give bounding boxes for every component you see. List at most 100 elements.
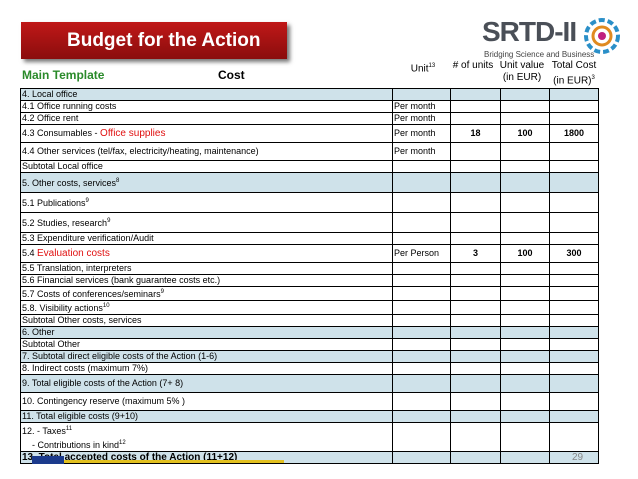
row-label: 4.2 Office rent <box>20 112 393 125</box>
num-units-cell <box>450 326 501 339</box>
eu-flag <box>32 456 64 464</box>
table-row: Subtotal Other <box>20 338 599 351</box>
row-label: 5.1 Publications9 <box>20 192 393 213</box>
unit-value-cell <box>500 172 550 193</box>
num-units-cell <box>450 374 501 393</box>
num-units-cell <box>450 392 501 411</box>
unit-value-cell <box>500 392 550 411</box>
unit-cell <box>392 172 451 193</box>
srtd-logo: SRTD-II Bridging Science and Business <box>482 14 628 70</box>
unit-value-cell <box>500 300 550 315</box>
unit-cell <box>392 326 451 339</box>
row-label: 5.5 Translation, interpreters <box>20 262 393 275</box>
table-row: 5.4 Evaluation costs Per Person 3 100 300 <box>20 244 599 263</box>
row-label: 5. Other costs, services8 <box>20 172 393 193</box>
total-cost-cell <box>549 192 599 213</box>
num-units-cell <box>450 286 501 301</box>
num-units-cell <box>450 88 501 101</box>
unit-cell <box>392 374 451 393</box>
unit-cell <box>392 422 451 452</box>
table-row: Subtotal Other costs, services <box>20 314 599 327</box>
unit-value-cell <box>500 232 550 245</box>
unit-value-cell <box>500 374 550 393</box>
num-units-cell <box>450 100 501 113</box>
unit-value-cell <box>500 88 550 101</box>
unit-cell <box>392 192 451 213</box>
table-row: 8. Indirect costs (maximum 7%) <box>20 362 599 375</box>
num-units-cell <box>450 300 501 315</box>
row-label: 6. Other <box>20 326 393 339</box>
table-row: 11. Total eligible costs (9+10) <box>20 410 599 423</box>
row-label: 12. - Taxes11 - Contributions in kind12 <box>20 422 393 452</box>
unit-cell <box>392 362 451 375</box>
row-label: Subtotal Other costs, services <box>20 314 393 327</box>
row-label: 5.2 Studies, research9 <box>20 212 393 233</box>
total-cost-cell: 1800 <box>549 124 599 143</box>
num-units-cell <box>450 350 501 363</box>
row-label: 10. Contingency reserve (maximum 5% ) <box>20 392 393 411</box>
unit-cell <box>392 274 451 287</box>
unit-cell <box>392 262 451 275</box>
unit-cell <box>392 232 451 245</box>
num-units-cell: 3 <box>450 244 501 263</box>
unit-cell: Per month <box>392 142 451 161</box>
unit-value-cell <box>500 338 550 351</box>
unit-header: Unit13 <box>410 63 436 75</box>
table-row: 4.1 Office running costs Per month <box>20 100 599 113</box>
row-label: Subtotal Other <box>20 338 393 351</box>
row-label: Subtotal Local office <box>20 160 393 173</box>
total-cost-cell: 300 <box>549 244 599 263</box>
row-label: 9. Total eligible costs of the Action (7… <box>20 374 393 393</box>
total-cost-header: Total Cost (in EUR)3 <box>551 60 597 87</box>
total-cost-cell <box>549 374 599 393</box>
table-row: 5.6 Financial services (bank guarantee c… <box>20 274 599 287</box>
footer-bar <box>64 460 284 463</box>
table-row: 5.2 Studies, research9 <box>20 212 599 233</box>
unit-value-cell <box>500 422 550 452</box>
total-cost-cell <box>549 300 599 315</box>
table-row: 10. Contingency reserve (maximum 5% ) <box>20 392 599 411</box>
num-units-cell <box>450 362 501 375</box>
table-row: 4. Local office <box>20 88 599 101</box>
total-cost-cell <box>549 112 599 125</box>
num-units-cell <box>450 338 501 351</box>
slide-title: Budget for the Action <box>21 22 287 59</box>
cost-label: Cost <box>218 68 245 82</box>
num-units-cell <box>450 192 501 213</box>
main-template-label: Main Template <box>22 68 105 82</box>
unit-value-cell <box>500 262 550 275</box>
row-label: 7. Subtotal direct eligible costs of the… <box>20 350 393 363</box>
unit-value-cell <box>500 142 550 161</box>
unit-cell <box>392 314 451 327</box>
unit-value-cell: 100 <box>500 124 550 143</box>
unit-value-cell <box>500 410 550 423</box>
total-cost-cell <box>549 262 599 275</box>
row-label: 5.3 Expenditure verification/Audit <box>20 232 393 245</box>
unit-value-cell <box>500 160 550 173</box>
num-units-cell <box>450 410 501 423</box>
total-cost-cell <box>549 410 599 423</box>
num-units-cell <box>450 451 501 464</box>
total-cost-cell <box>549 274 599 287</box>
unit-cell: Per month <box>392 112 451 125</box>
page-number: 29 <box>572 452 584 463</box>
row-label: 4.4 Other services (tel/fax, electricity… <box>20 142 393 161</box>
table-row: 9. Total eligible costs of the Action (7… <box>20 374 599 393</box>
logo-tagline: Bridging Science and Business <box>484 50 595 59</box>
table-row: 6. Other <box>20 326 599 339</box>
row-label: 11. Total eligible costs (9+10) <box>20 410 393 423</box>
unit-value-cell <box>500 286 550 301</box>
table-row: Subtotal Local office <box>20 160 599 173</box>
table-row: 4.4 Other services (tel/fax, electricity… <box>20 142 599 161</box>
num-units-cell <box>450 212 501 233</box>
unit-value-cell <box>500 314 550 327</box>
total-cost-cell <box>549 232 599 245</box>
row-label: 5.4 Evaluation costs <box>20 244 393 263</box>
unit-value-cell <box>500 274 550 287</box>
num-units-cell <box>450 160 501 173</box>
unit-cell <box>392 300 451 315</box>
num-units-cell <box>450 262 501 275</box>
unit-value-cell <box>500 112 550 125</box>
table-row: 7. Subtotal direct eligible costs of the… <box>20 350 599 363</box>
table-row: 5. Other costs, services8 <box>20 172 599 193</box>
